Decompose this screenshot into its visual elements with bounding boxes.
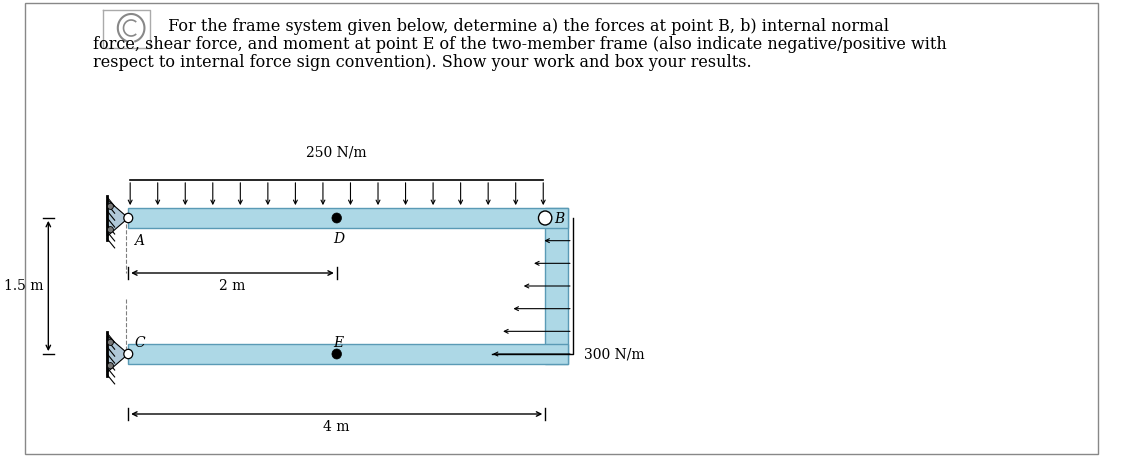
Text: B: B: [555, 212, 565, 226]
Text: 300 N/m: 300 N/m: [584, 347, 645, 361]
Circle shape: [124, 213, 133, 223]
Circle shape: [108, 203, 113, 209]
Text: 1.5 m: 1.5 m: [5, 279, 43, 293]
Text: force, shear force, and moment at point E of the two-member frame (also indicate: force, shear force, and moment at point …: [93, 36, 947, 53]
Circle shape: [332, 349, 341, 359]
Circle shape: [539, 211, 552, 225]
Circle shape: [332, 213, 341, 223]
Circle shape: [124, 349, 133, 359]
Text: 2 m: 2 m: [219, 279, 246, 293]
Polygon shape: [108, 200, 128, 236]
Bar: [128, 344, 568, 364]
Text: respect to internal force sign convention). Show your work and box your results.: respect to internal force sign conventio…: [93, 54, 752, 71]
Bar: [128, 208, 568, 228]
Text: E: E: [333, 336, 342, 350]
Text: For the frame system given below, determine a) the forces at point B, b) interna: For the frame system given below, determ…: [162, 18, 889, 35]
Bar: [545, 208, 568, 364]
Circle shape: [108, 227, 113, 233]
Text: 250 N/m: 250 N/m: [306, 146, 367, 160]
Text: A: A: [134, 234, 144, 248]
Circle shape: [108, 339, 113, 345]
Text: D: D: [333, 232, 344, 246]
Circle shape: [108, 362, 113, 369]
Text: C: C: [134, 336, 145, 350]
Polygon shape: [108, 336, 128, 372]
Text: 4 m: 4 m: [323, 420, 350, 434]
